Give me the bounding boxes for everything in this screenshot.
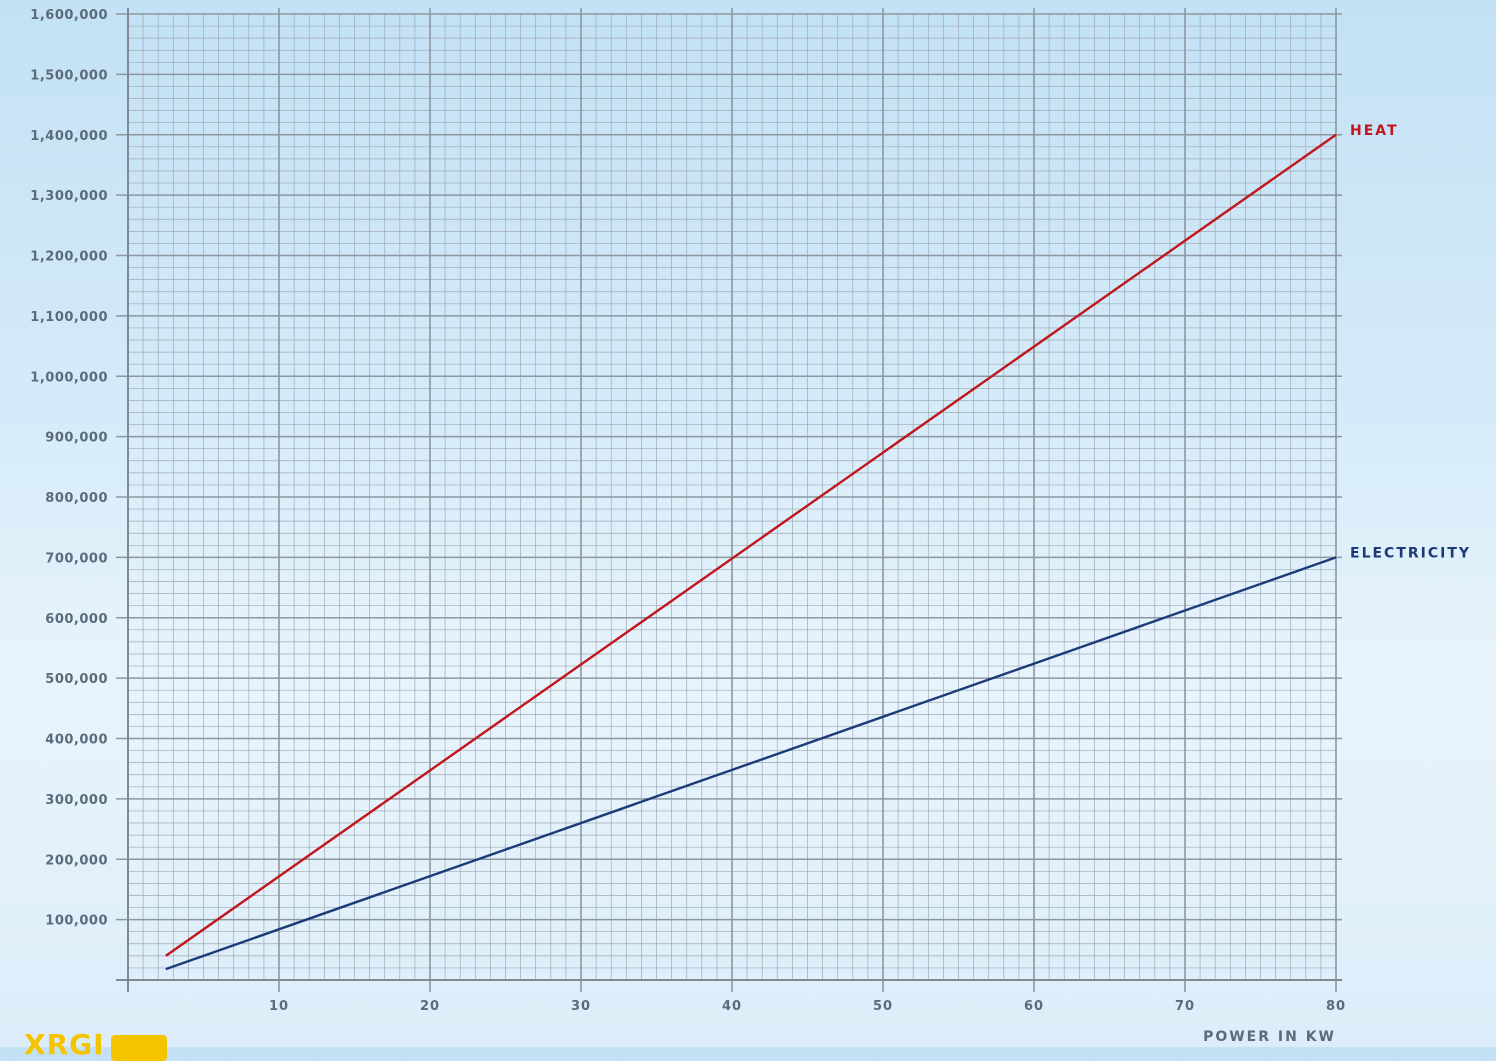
axes <box>116 8 1342 992</box>
logo-badge <box>111 1035 167 1061</box>
y-tick-label: 400,000 <box>45 733 108 748</box>
x-tick-label: 30 <box>571 999 591 1014</box>
y-tick-label: 100,000 <box>45 914 108 929</box>
y-tick-label: 500,000 <box>45 672 108 687</box>
major-grid <box>116 8 1342 992</box>
x-tick-label: 10 <box>269 999 289 1014</box>
series-lines <box>166 135 1336 969</box>
x-axis-ticks: 10 20 30 40 50 60 70 80 <box>269 999 1346 1014</box>
y-tick-label: 1,200,000 <box>30 250 108 265</box>
y-tick-label: 900,000 <box>45 431 108 446</box>
y-tick-label: 600,000 <box>45 612 108 627</box>
y-tick-label: 1,500,000 <box>30 68 108 83</box>
y-tick-label: 1,000,000 <box>30 370 108 385</box>
y-tick-label: 1,300,000 <box>30 189 108 204</box>
series-label-electricity: ELECTRICITY <box>1350 545 1471 561</box>
y-tick-label: 300,000 <box>45 793 108 808</box>
y-tick-label: 1,100,000 <box>30 310 108 325</box>
x-tick-label: 60 <box>1024 999 1044 1014</box>
x-tick-label: 80 <box>1326 999 1346 1014</box>
x-tick-label: 70 <box>1175 999 1195 1014</box>
series-labels: HEAT ELECTRICITY <box>1350 123 1471 562</box>
x-tick-label: 50 <box>873 999 893 1014</box>
y-tick-label: 700,000 <box>45 551 108 566</box>
logo-text: XRGI <box>24 1031 105 1059</box>
x-tick-label: 40 <box>722 999 742 1014</box>
y-tick-label: 200,000 <box>45 853 108 868</box>
series-label-heat: HEAT <box>1350 123 1399 139</box>
x-tick-label: 20 <box>420 999 440 1014</box>
y-axis-ticks: 100,000 200,000 300,000 400,000 500,000 600,0… <box>30 8 108 929</box>
y-tick-label: 800,000 <box>45 491 108 506</box>
brand-logo: XRGI <box>24 1031 167 1061</box>
y-tick-label: 1,600,000 <box>30 8 108 23</box>
x-axis-label: POWER IN KW <box>1203 1029 1336 1045</box>
y-tick-label: 1,400,000 <box>30 129 108 144</box>
